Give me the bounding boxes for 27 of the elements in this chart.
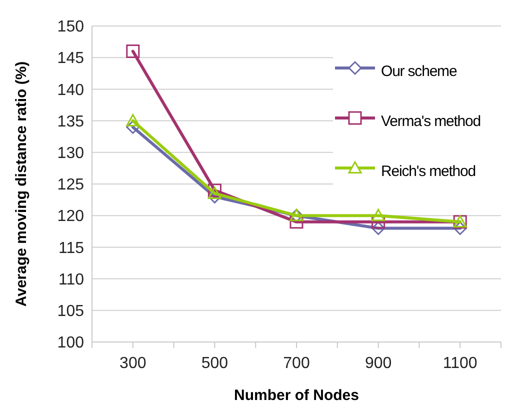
y-tick-label: 120 (57, 208, 84, 226)
point (372, 221, 386, 235)
point (372, 208, 386, 222)
x-tick-label: 900 (364, 355, 392, 372)
y-tick-label: 125 (57, 176, 84, 194)
x-tick-label: 700 (283, 355, 310, 372)
y-tick-label: 150 (57, 18, 84, 36)
y-tick-label: 140 (57, 82, 84, 99)
y-tick-label: 115 (58, 240, 84, 257)
y-tick-label: 145 (57, 50, 84, 68)
legend-label: Our scheme (381, 63, 457, 80)
point (208, 186, 222, 200)
y-tick-label: 130 (57, 145, 84, 162)
legend-label: Reich's method (381, 163, 476, 180)
x-tick-label: 500 (201, 355, 228, 372)
y-tick-label: 110 (58, 271, 84, 288)
x-axis-title: Number of Nodes (234, 387, 360, 404)
point (126, 44, 140, 58)
x-tick-label: 1100 (442, 355, 478, 372)
legend-label: Verma's method (381, 113, 481, 130)
x-tick-label: 300 (120, 355, 146, 372)
y-axis-title: Average moving distance ratio (%) (13, 61, 30, 307)
y-tick-label: 135 (57, 113, 84, 130)
y-tick-label: 105 (57, 303, 84, 320)
y-tick-label: 100 (57, 334, 84, 352)
point (126, 114, 140, 126)
point (453, 221, 467, 235)
